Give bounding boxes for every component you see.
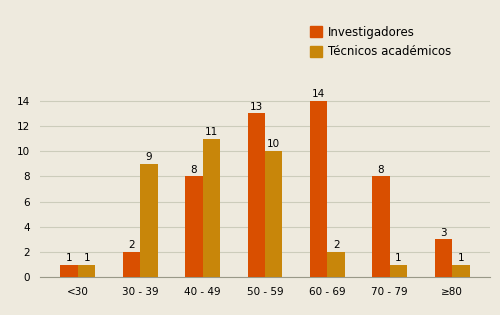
Text: 2: 2 [128,240,135,250]
Bar [434,239,452,277]
Text: 1: 1 [66,253,72,263]
Text: 11: 11 [204,127,218,137]
Text: 8: 8 [190,164,197,175]
Bar [310,101,328,277]
Text: 1: 1 [395,253,402,263]
Text: 14: 14 [312,89,326,99]
Bar [452,265,469,277]
Text: 3: 3 [440,227,446,238]
Bar [328,252,345,277]
Text: 13: 13 [250,101,263,112]
Bar [140,164,158,277]
Text: 1: 1 [458,253,464,263]
Bar [60,265,78,277]
Bar [372,176,390,277]
Legend: Investigadores, Técnicos académicos: Investigadores, Técnicos académicos [307,22,455,62]
Bar [78,265,96,277]
Text: 1: 1 [84,253,90,263]
Bar [390,265,407,277]
Text: 8: 8 [378,164,384,175]
Bar [123,252,140,277]
Text: 9: 9 [146,152,152,162]
Text: 10: 10 [267,139,280,149]
Bar [202,139,220,277]
Bar [185,176,202,277]
Bar [265,151,282,277]
Text: 2: 2 [333,240,340,250]
Bar [248,113,265,277]
